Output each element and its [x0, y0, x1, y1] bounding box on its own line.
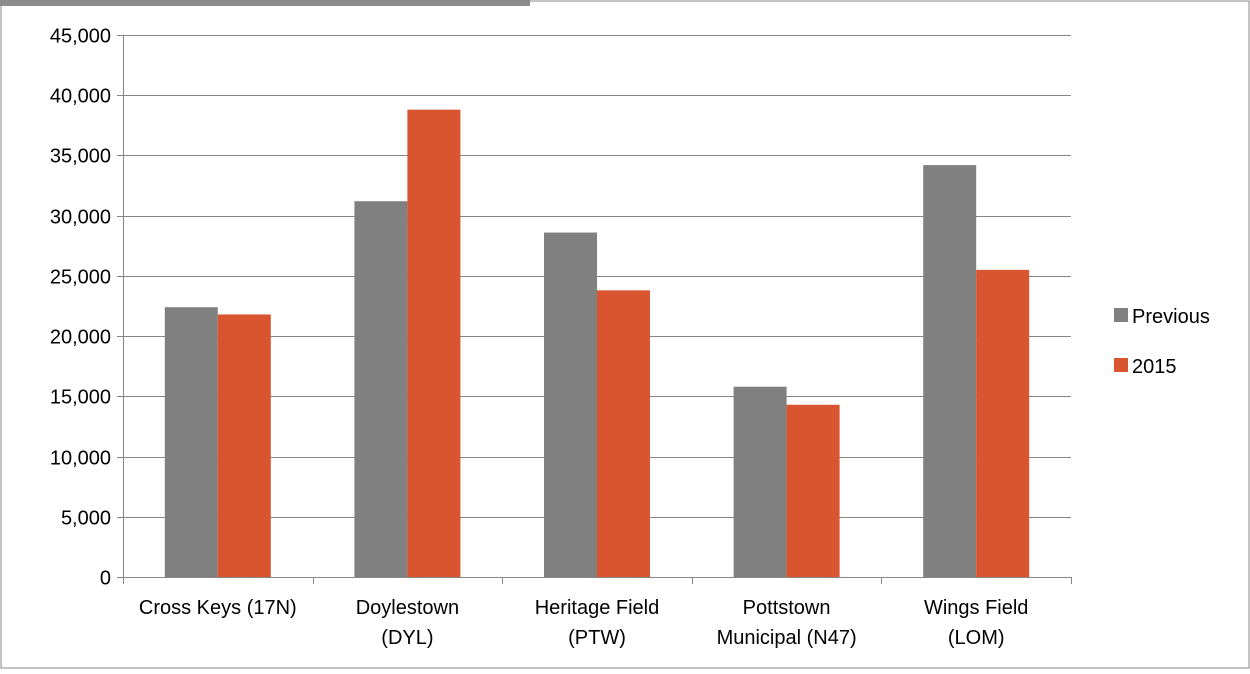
x-category-label-line: Cross Keys (17N): [139, 597, 297, 619]
x-category-label-line: (LOM): [948, 627, 1005, 649]
x-category-label: Heritage Field (PTW): [535, 597, 660, 649]
bar-previous: [923, 165, 977, 577]
bar-2015: [407, 109, 461, 578]
legend-label-2015: 2015: [1132, 356, 1177, 378]
legend-swatch-2015: [1114, 358, 1128, 372]
x-category-label: Doylestown (DYL): [356, 597, 459, 649]
y-tick-label: 20,000: [50, 327, 111, 349]
x-category-label-line: Pottstown: [743, 597, 831, 619]
x-category-label: Pottstown Municipal (N47): [717, 597, 857, 649]
legend-swatch-previous: [1114, 308, 1128, 322]
y-tick-label: 35,000: [50, 146, 111, 168]
bar-previous: [164, 307, 218, 577]
x-category-label-line: Wings Field: [924, 597, 1028, 619]
y-tick-label: 10,000: [50, 448, 111, 470]
x-category-label: Cross Keys (17N): [139, 597, 297, 619]
y-tick-label: 15,000: [50, 387, 111, 409]
y-tick-label: 30,000: [50, 207, 111, 229]
bars: [164, 109, 1030, 578]
y-tick-label: 45,000: [50, 26, 111, 48]
x-category-label-line: (DYL): [381, 627, 433, 649]
bar-previous: [544, 232, 597, 578]
x-category-label-line: Doylestown: [356, 597, 459, 619]
bar-2015: [217, 314, 271, 577]
x-category-label: Wings Field (LOM): [924, 597, 1028, 649]
bar-2015: [786, 404, 840, 577]
x-category-label-line: (PTW): [568, 627, 626, 649]
bar-2015: [976, 269, 1030, 577]
axes: [117, 35, 1072, 584]
y-tick-label: 5,000: [61, 508, 111, 530]
x-category-label-line: Municipal (N47): [717, 627, 857, 649]
chart-title-clipped: [0, 0, 530, 6]
bar-2015: [597, 290, 650, 577]
y-tick-label: 25,000: [50, 267, 111, 289]
bar-previous: [354, 201, 408, 578]
y-tick-label: 40,000: [50, 86, 111, 108]
clipped-title-strip: [0, 0, 530, 6]
axis-labels: 0 5,000 10,000 15,000 20,000 25,000 30,000 35,0…: [50, 26, 1029, 650]
x-category-label-line: Heritage Field: [535, 597, 660, 619]
bar-previous: [733, 386, 787, 577]
y-tick-label: 0: [100, 568, 111, 590]
legend: Previous 2015: [1114, 306, 1210, 378]
legend-label-previous: Previous: [1132, 306, 1210, 328]
